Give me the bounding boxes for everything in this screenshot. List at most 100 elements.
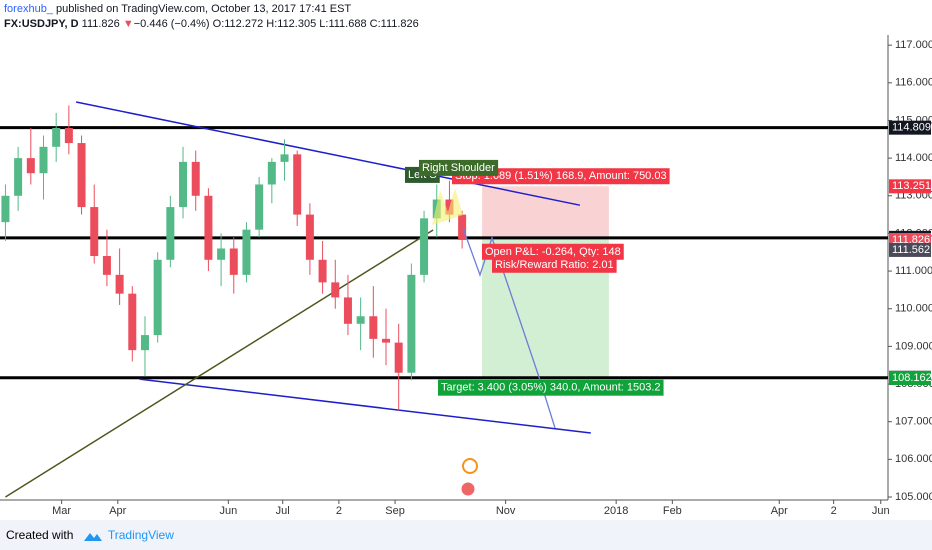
candle-body (52, 128, 61, 147)
candle-body (305, 214, 314, 260)
high: H:112.305 (266, 18, 317, 30)
event-icon (460, 481, 476, 497)
candle-body (343, 297, 352, 324)
brand[interactable]: TradingView (107, 528, 174, 542)
y-tick-label: 110.000 (895, 303, 932, 315)
footer: Created with TradingView (0, 520, 932, 550)
candle-body (356, 316, 365, 324)
y-tick-label: 117.000 (895, 39, 932, 51)
x-tick-label: Sep (385, 505, 405, 517)
chart: 105.000106.000107.000108.000109.000110.0… (0, 35, 932, 517)
projection (462, 227, 556, 429)
logo (83, 532, 102, 541)
x-tick-label: Jun (219, 505, 237, 517)
x-tick-label: Mar (52, 505, 71, 517)
x-tick-label: 2 (336, 505, 342, 517)
candle-body (318, 259, 327, 283)
candle-body (407, 274, 416, 373)
candle-body (90, 207, 99, 257)
candle-body (204, 195, 213, 260)
x-tick-label: Apr (771, 505, 788, 517)
x-tick-label: Nov (496, 505, 516, 517)
price-label-bg (889, 120, 931, 135)
candle-body (191, 161, 200, 196)
candle-body (242, 229, 251, 275)
candle-body (1, 195, 10, 223)
y-tick-label: 114.000 (895, 152, 932, 164)
candle-body (382, 338, 391, 343)
trendline (5, 229, 434, 498)
candle-body (369, 316, 378, 339)
pnl-label: Open P&L: -0.264, Qty: 148 (485, 246, 621, 258)
pnl-label-bg (482, 243, 624, 260)
y-tick-label: 109.000 (895, 340, 932, 352)
candle-body (331, 282, 340, 298)
arrow: ▼ (122, 18, 134, 30)
candle-body (39, 146, 48, 174)
x-tick-label: Jun (872, 505, 890, 517)
y-tick-label: 105.000 (895, 491, 932, 503)
stop-zone (482, 186, 609, 238)
candle-body (64, 128, 73, 144)
x-tick-label: 2 (831, 505, 837, 517)
change: −0.446 (−0.4%) (133, 18, 210, 30)
price-label-bg (889, 370, 931, 385)
target-label: Target: 3.400 (3.05%) 340.0, Amount: 150… (441, 382, 661, 394)
published: published on TradingView.com, October 13… (56, 3, 352, 15)
candle-body (26, 158, 35, 174)
candle-body (153, 259, 162, 336)
rr-label: Risk/Reward Ratio: 2.01 (495, 259, 614, 271)
rr-label-bg (492, 256, 617, 273)
target-label-bg (438, 379, 664, 396)
last: 111.826 (81, 18, 120, 30)
symbol: FX:USDJPY, D (4, 18, 79, 30)
pattern-shape (432, 188, 463, 225)
price-label: 114.809 (892, 122, 931, 134)
x-tick-label: Jul (276, 505, 290, 517)
x-tick-label: 2018 (604, 505, 628, 517)
candle-body (293, 154, 302, 215)
x-tick-label: Apr (109, 505, 126, 517)
stop-label-bg (452, 168, 670, 185)
candle-body (280, 154, 289, 162)
y-tick-label: 106.000 (895, 453, 932, 465)
low: L:111.688 (319, 18, 367, 30)
created: Created with (6, 528, 74, 542)
stop-label: Stop: 1.689 (1.51%) 168.9, Amount: 750.0… (455, 170, 667, 182)
ohlc-line: FX:USDJPY, D 111.826 ▼−0.446 (−0.4%) O:1… (4, 17, 419, 32)
candle-body (217, 248, 226, 260)
candle-body (255, 184, 264, 230)
candle-body (140, 335, 149, 351)
trendline (75, 101, 581, 206)
price-label: 111.826 (892, 234, 930, 246)
y-tick-label: 111.000 (895, 265, 932, 277)
candle-body (166, 207, 175, 260)
y-tick-label: 116.000 (895, 77, 932, 89)
pattern-label-bg (419, 159, 499, 176)
y-tick-label: 107.000 (895, 416, 932, 428)
candle-body (115, 274, 124, 294)
publish-line: forexhub_ published on TradingView.com, … (4, 2, 419, 17)
candle-body (128, 293, 137, 351)
candle-body (420, 218, 429, 275)
price-label: 108.162 (892, 372, 932, 384)
candle-body (267, 161, 276, 185)
pattern-label: Right Shoulder (422, 162, 495, 174)
trendline (139, 378, 591, 434)
candle-body (445, 199, 454, 215)
candle-body (394, 342, 403, 373)
header: forexhub_ published on TradingView.com, … (4, 2, 419, 32)
candle-body (229, 248, 238, 275)
open: O:112.272 (212, 18, 264, 30)
candle-body (77, 143, 86, 208)
price-label-bg (889, 242, 931, 257)
price-label: 113.251 (892, 180, 931, 192)
price-label: 111.562 (892, 244, 930, 256)
event-icon (462, 458, 478, 474)
author[interactable]: forexhub_ (4, 3, 53, 15)
price-label-bg (889, 179, 931, 194)
close: C:111.826 (369, 18, 419, 30)
candle-body (179, 161, 188, 208)
x-tick-label: Feb (663, 505, 682, 517)
